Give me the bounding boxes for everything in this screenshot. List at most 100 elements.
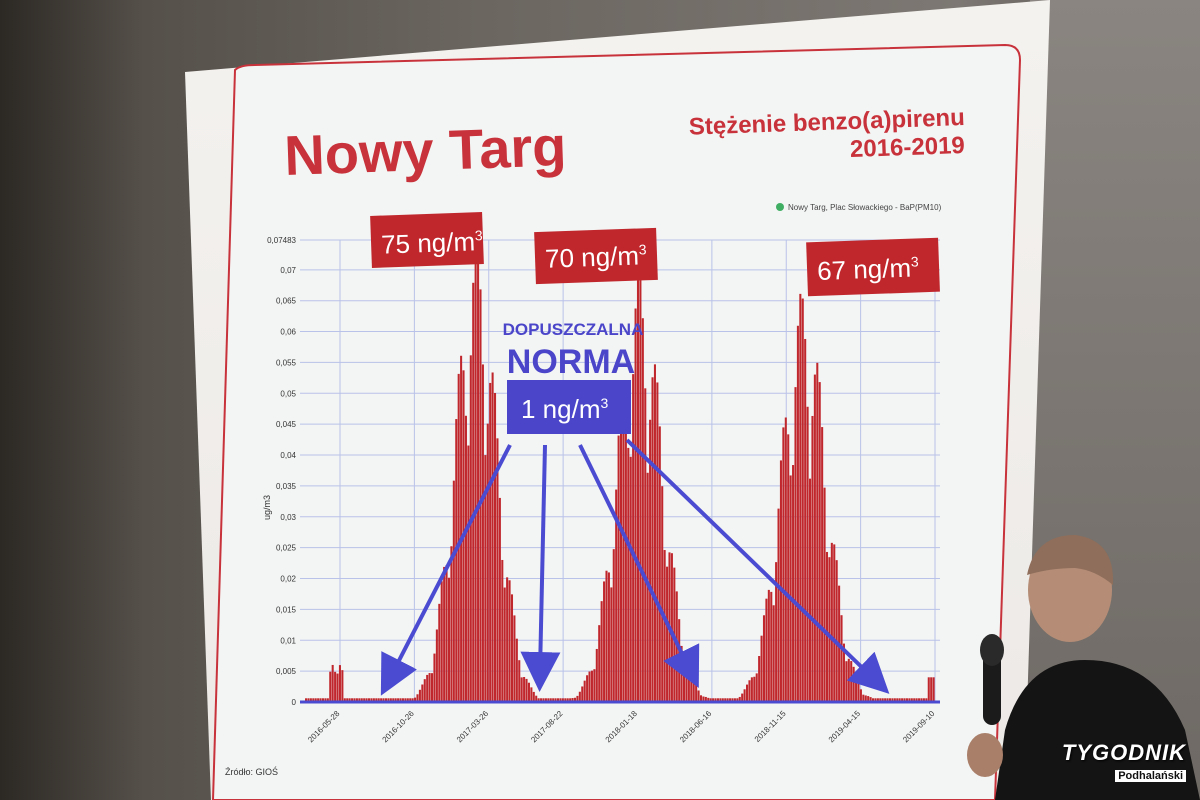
bar xyxy=(632,374,635,702)
bar xyxy=(656,382,659,702)
bar xyxy=(547,698,550,702)
bar xyxy=(586,675,589,702)
bar xyxy=(372,698,375,702)
bar xyxy=(760,635,763,702)
bar xyxy=(874,698,877,702)
bar xyxy=(818,382,821,702)
bar xyxy=(905,698,908,702)
bar xyxy=(375,698,378,702)
legend-text: Nowy Targ, Plac Słowackiego - BaP(PM10) xyxy=(788,203,942,212)
bar xyxy=(590,670,593,702)
y-tick-label: 0,015 xyxy=(276,605,297,614)
bar xyxy=(644,388,647,702)
bar xyxy=(850,661,853,702)
bar xyxy=(801,298,804,702)
bar xyxy=(930,677,933,702)
slide-svg: Nowy Targ Stężenie benzo(a)pirenu 2016-2… xyxy=(211,43,1022,800)
bar xyxy=(481,364,484,702)
bar xyxy=(857,682,860,702)
bar xyxy=(472,282,475,702)
bar xyxy=(624,403,627,702)
bar xyxy=(595,648,598,702)
norma-arrows xyxy=(380,438,890,696)
bar xyxy=(380,698,383,702)
bar xyxy=(423,679,426,702)
bar xyxy=(336,673,339,702)
bar xyxy=(334,671,337,702)
bar xyxy=(317,698,320,702)
bar xyxy=(828,557,831,702)
bar xyxy=(312,698,315,702)
y-tick-label: 0,04 xyxy=(280,451,296,460)
bar xyxy=(426,674,429,702)
bar xyxy=(920,698,923,702)
bar xyxy=(486,423,489,702)
bar xyxy=(510,594,514,702)
bar xyxy=(687,665,690,702)
bar xyxy=(387,698,390,702)
bar xyxy=(925,698,928,702)
bar xyxy=(699,695,703,702)
bar xyxy=(305,698,308,702)
bar xyxy=(532,691,535,702)
bar xyxy=(755,673,758,702)
bar xyxy=(392,698,395,702)
arrow-3 xyxy=(578,444,700,688)
bar xyxy=(401,698,404,702)
bar xyxy=(566,698,569,702)
bar xyxy=(428,673,431,702)
bar xyxy=(738,696,741,702)
bar xyxy=(525,678,528,702)
bar xyxy=(450,546,453,702)
bar xyxy=(358,698,361,702)
bar xyxy=(464,415,467,702)
bar xyxy=(634,308,637,702)
bar xyxy=(571,698,574,702)
bar xyxy=(326,698,329,702)
bar xyxy=(794,387,797,702)
bar xyxy=(418,689,421,702)
y-tick-label: 0,055 xyxy=(276,358,297,367)
bar xyxy=(331,664,334,702)
bar xyxy=(489,382,492,702)
bar xyxy=(731,698,734,702)
bar xyxy=(649,419,652,702)
bar xyxy=(452,480,455,702)
bar xyxy=(399,698,402,702)
bar xyxy=(627,447,630,702)
svg-text:67 ng/m3: 67 ng/m3 xyxy=(817,252,920,286)
norma-value-box: 1 ng/m3 xyxy=(507,380,631,434)
bar xyxy=(867,696,870,702)
bar xyxy=(307,698,310,702)
bar xyxy=(792,465,795,702)
bar xyxy=(782,427,785,702)
bar xyxy=(872,698,875,702)
bar xyxy=(891,698,894,702)
bar xyxy=(746,684,749,702)
bar xyxy=(610,587,613,702)
bar xyxy=(503,587,506,702)
bar xyxy=(707,697,710,702)
y-axis-label: ug/m3 xyxy=(262,495,272,520)
y-tick-label: 0,035 xyxy=(276,482,297,491)
bar xyxy=(389,698,392,702)
peak-label-2: 70 ng/m3 xyxy=(534,227,658,285)
speaker xyxy=(967,535,1200,800)
bar xyxy=(491,372,494,702)
bar xyxy=(893,698,896,702)
bar xyxy=(377,698,380,702)
bar xyxy=(540,698,543,702)
bar xyxy=(908,698,911,702)
bar xyxy=(411,698,414,702)
bar xyxy=(639,277,642,702)
bar xyxy=(695,684,698,702)
bar xyxy=(588,671,591,702)
bar xyxy=(898,698,901,702)
bar xyxy=(440,581,443,702)
svg-text:70 ng/m3: 70 ng/m3 xyxy=(545,240,648,274)
bar xyxy=(830,542,833,702)
bar xyxy=(678,619,681,702)
peak-label-1: 75 ng/m3 xyxy=(370,212,484,268)
watermark: TYGODNIK Podhalański xyxy=(1062,740,1186,784)
y-tick-label: 0 xyxy=(292,698,297,707)
